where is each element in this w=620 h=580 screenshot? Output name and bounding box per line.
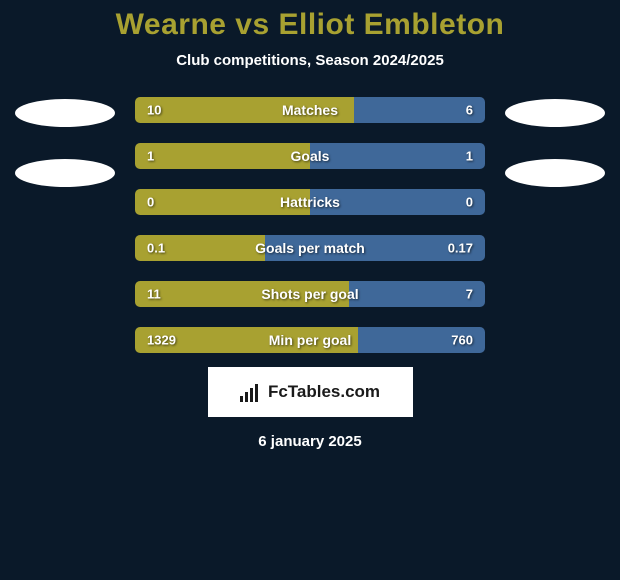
- stat-value-right: 1: [466, 149, 473, 164]
- stat-row: Goals 1 1: [135, 143, 485, 169]
- player-badge-ellipse: [15, 159, 115, 187]
- right-player-badges: [505, 97, 605, 187]
- player-badge-ellipse: [15, 99, 115, 127]
- stat-label: Matches: [282, 102, 338, 118]
- player-badge-ellipse: [505, 159, 605, 187]
- stat-value-left: 0.1: [147, 241, 165, 256]
- stat-value-left: 11: [147, 287, 161, 302]
- chart-area: Matches106Goals11Hattricks00Goals per ma…: [0, 97, 620, 353]
- stat-value-right: 7: [466, 287, 473, 302]
- left-player-badges: [15, 97, 115, 187]
- stat-label: Hattricks: [280, 194, 340, 210]
- stat-value-left: 10: [147, 103, 161, 118]
- date: 6 january 2025: [258, 433, 361, 450]
- stat-row: Shots per goal 11 7: [135, 281, 485, 307]
- stat-row: Matches 10 6: [135, 97, 485, 123]
- stat-value-right: 6: [466, 103, 473, 118]
- stat-value-right: 0.17: [448, 241, 473, 256]
- page-title: Wearne vs Elliot Embleton: [116, 8, 505, 42]
- subtitle: Club competitions, Season 2024/2025: [176, 52, 444, 69]
- stat-value-right: 760: [451, 333, 473, 348]
- stat-row: Goals per match 0.1 0.17: [135, 235, 485, 261]
- stat-label: Goals: [291, 148, 330, 164]
- bar-chart-icon: [240, 382, 262, 402]
- logo-text: FcTables.com: [268, 382, 380, 402]
- bar-right-segment: [310, 143, 485, 169]
- fctables-logo: FcTables.com: [208, 367, 413, 417]
- bar-right-segment: [349, 281, 486, 307]
- player-badge-ellipse: [505, 99, 605, 127]
- stat-label: Min per goal: [269, 332, 351, 348]
- stat-label: Shots per goal: [261, 286, 358, 302]
- stat-row: Min per goal 1329 760: [135, 327, 485, 353]
- comparison-infographic: Wearne vs Elliot Embleton Club competiti…: [0, 0, 620, 580]
- stat-value-right: 0: [466, 195, 473, 210]
- stat-value-left: 0: [147, 195, 154, 210]
- stat-row: Hattricks 0 0: [135, 189, 485, 215]
- comparison-bars: Matches106Goals11Hattricks00Goals per ma…: [135, 97, 485, 353]
- stat-value-left: 1329: [147, 333, 176, 348]
- bar-left-segment: [135, 143, 310, 169]
- stat-label: Goals per match: [255, 240, 365, 256]
- stat-value-left: 1: [147, 149, 154, 164]
